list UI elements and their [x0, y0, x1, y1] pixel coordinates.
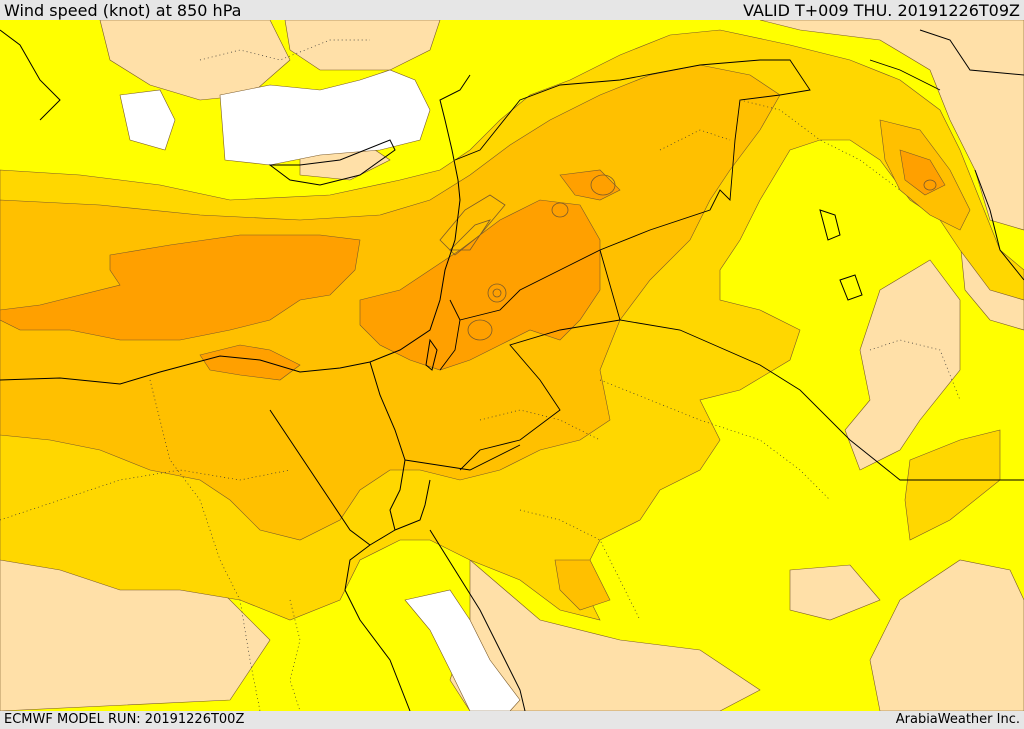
wind-speed-contours: [439, 174, 937, 341]
valid-time: VALID T+009 THU. 20191226T09Z: [743, 1, 1020, 20]
model-run: ECMWF MODEL RUN: 20191226T00Z: [4, 712, 245, 727]
wind-speed-map[interactable]: [0, 20, 1024, 711]
footer-bar: ECMWF MODEL RUN: 20191226T00Z ArabiaWeat…: [0, 711, 1024, 729]
coastlines: [0, 29, 1024, 711]
wind-zone-very-light: [0, 20, 1024, 711]
brand-credit: ArabiaWeather Inc.: [895, 712, 1020, 727]
wind-zone-strong: [0, 149, 946, 381]
province-boundaries: [0, 39, 961, 711]
header-bar: Wind speed (knot) at 850 hPa VALID T+009…: [0, 0, 1024, 20]
map-title: Wind speed (knot) at 850 hPa: [4, 1, 242, 20]
